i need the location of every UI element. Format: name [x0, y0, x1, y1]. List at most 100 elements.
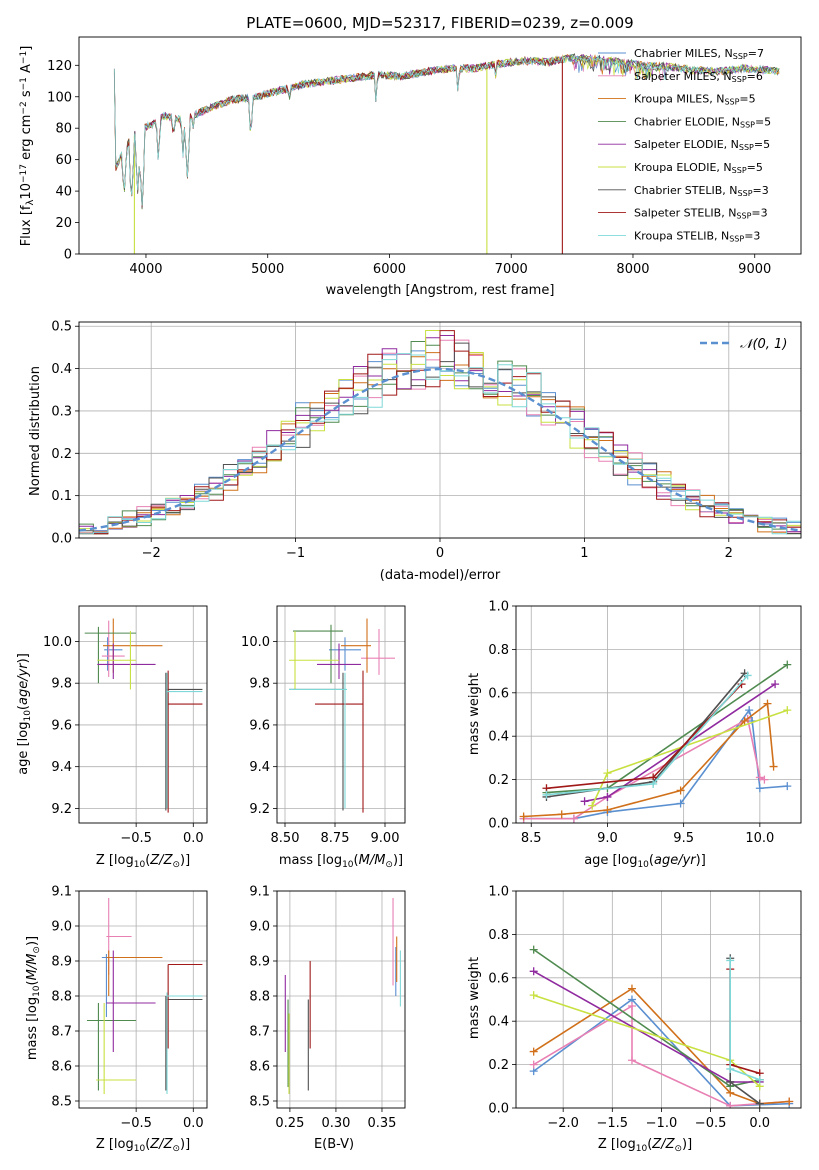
ebv-mass-xlabel: E(B-V)	[314, 1137, 354, 1152]
mass-age-ytick-label: 9.8	[249, 677, 270, 692]
mass-age-ytick-label: 9.4	[249, 760, 270, 775]
z-weight-xtick-label: 0.0	[749, 1116, 770, 1131]
z-weight-series-kroupa-miles-point	[529, 1047, 538, 1056]
age-weight-ytick-label: 0.2	[488, 773, 509, 788]
spectrum-ytick-label: 40	[55, 185, 72, 200]
legend-normal-label: 𝒩(0, 1)	[740, 337, 787, 352]
spectrum-xtick-label: 4000	[129, 262, 162, 277]
ebv-mass-ytick-label: 8.8	[249, 990, 270, 1005]
histogram-xtick-label: 1	[580, 546, 588, 561]
z-age-ytick-label: 9.4	[51, 760, 72, 775]
z-weight-ytick-label: 0.6	[488, 971, 509, 986]
z-weight-series-kroupa-miles-point	[627, 984, 636, 993]
z-weight-frame	[515, 890, 802, 1109]
age-weight-series-salpeter-miles-point	[760, 775, 769, 784]
mass-age-xtick-label: 9.00	[371, 831, 400, 846]
legend-label-salpeter-stelib: Salpeter STELIB, NSSP=3	[634, 207, 768, 221]
spectrum-xtick-label: 8000	[616, 262, 649, 277]
z-age-ytick-label: 10.0	[43, 635, 72, 650]
ebv-mass-xtick-label: 0.30	[321, 1116, 350, 1131]
spectrum-series-chabrier-stelib	[113, 52, 780, 209]
z-age-ytick-label: 9.2	[51, 802, 72, 817]
z-weight-series-kroupa-elodie-point	[529, 991, 538, 1000]
z-weight-series-kroupa-elodie	[533, 994, 761, 1087]
mass-age-frame	[276, 605, 406, 824]
z-weight-series-chabrier-stelib-point	[755, 1099, 764, 1108]
age-weight-series-kroupa-stelib-point	[542, 790, 551, 799]
histogram-legend: 𝒩(0, 1)	[700, 337, 787, 352]
z-weight-marks	[529, 945, 794, 1108]
legend-label-kroupa-miles: Kroupa MILES, NSSP=5	[634, 93, 756, 107]
age-weight-series-salpeter-elodie-point	[603, 792, 612, 801]
spectrum-frame	[78, 36, 802, 255]
z-mass-xtick-label: −0.5	[120, 1116, 152, 1131]
normal-curve	[78, 367, 802, 532]
histogram-step-salpeter-stelib	[79, 330, 801, 538]
z-age-ylabel: age [log10(age/yr)]	[16, 653, 33, 775]
age-weight-series-kroupa-miles-point	[519, 812, 528, 821]
mass-age-panel: 8.50 8.75 9.00 9.2 9.4 9.6 9.8 10.0	[241, 605, 406, 846]
z-weight-xlabel: Z [log10(Z/Z⊙)]	[598, 1137, 692, 1154]
z-mass-ytick-label: 8.5	[51, 1095, 72, 1110]
z-mass-ylabel: mass [log10(M/M⊙)]	[25, 936, 42, 1060]
spectrum-legend: Chabrier MILES, NSSP=7 Salpeter MILES, NS…	[598, 47, 771, 244]
mass-age-xtick-label: 8.50	[271, 831, 300, 846]
ebv-mass-ytick-label: 8.6	[249, 1060, 270, 1075]
mass-age-ytick-label: 10.0	[241, 635, 270, 650]
age-weight-series-chabrier-miles-point	[745, 706, 754, 715]
spectrum-xlabel: wavelength [Angstrom, rest frame]	[326, 283, 555, 298]
z-weight-series-salpeter-miles-point	[627, 1002, 636, 1011]
mass-age-ytick-label: 9.6	[249, 718, 270, 733]
age-weight-series-kroupa-elodie-point	[783, 706, 792, 715]
z-weight-series-salpeter-miles-point	[726, 1101, 735, 1108]
z-weight-series-chabrier-elodie-point	[529, 945, 538, 954]
z-weight-ytick-label: 0.0	[488, 1102, 509, 1117]
histogram-xtick-label: −1	[286, 546, 305, 561]
z-age-marks	[84, 618, 203, 813]
age-weight-series-salpeter-miles	[523, 717, 765, 820]
z-weight-series-salpeter-miles-point	[627, 1056, 636, 1065]
z-age-xtick-label: 0.0	[183, 831, 204, 846]
age-weight-series-chabrier-miles-point	[676, 799, 685, 808]
age-weight-series-salpeter-elodie-point	[580, 797, 589, 806]
age-weight-xtick-label: 9.0	[597, 831, 618, 846]
z-mass-ytick-label: 9.1	[51, 885, 72, 900]
z-mass-ytick-label: 8.7	[51, 1025, 72, 1040]
age-weight-series-kroupa-miles-point	[740, 717, 749, 726]
z-weight-xtick-label: −0.5	[695, 1116, 727, 1131]
ebv-mass-xtick-label: 0.25	[275, 1116, 304, 1131]
z-weight-series-salpeter-elodie	[533, 970, 760, 1083]
z-weight-series-kroupa-stelib-point	[755, 1075, 764, 1084]
age-weight-series-chabrier-miles-point	[783, 782, 792, 791]
spectrum-xtick-label: 5000	[251, 262, 284, 277]
z-mass-ytick-label: 8.6	[51, 1060, 72, 1075]
z-age-frame	[78, 605, 208, 824]
z-weight-xtick-label: −1.5	[597, 1116, 629, 1131]
ebv-mass-ytick-label: 9.1	[249, 885, 270, 900]
age-weight-series-kroupa-elodie-point	[588, 801, 597, 810]
legend-label-kroupa-elodie: Kroupa ELODIE, NSSP=5	[634, 161, 763, 175]
legend-label-chabrier-miles: Chabrier MILES, NSSP=7	[634, 47, 764, 61]
residual-histogram-panel: −2 −1 0 1 2 0.0 0.1 0.2 0.3 0.4 0.5 (data-model)/e…	[28, 320, 802, 583]
z-mass-frame	[78, 890, 208, 1109]
z-age-ytick-label: 9.8	[51, 677, 72, 692]
ebv-mass-frame	[276, 890, 406, 1109]
legend-label-salpeter-miles: Salpeter MILES, NSSP=6	[634, 70, 763, 84]
z-mass-ytick-label: 8.9	[51, 955, 72, 970]
spectrum-xtick-label: 7000	[495, 262, 528, 277]
age-weight-series-salpeter-miles-point	[569, 814, 578, 823]
age-weight-xtick-label: 8.5	[521, 831, 542, 846]
age-weight-ytick-label: 0.4	[488, 730, 509, 745]
ebv-mass-ytick-label: 8.7	[249, 1025, 270, 1040]
age-weight-series-chabrier-elodie-point	[783, 660, 792, 669]
age-weight-series-chabrier-miles-point	[755, 784, 764, 793]
age-weight-ytick-label: 0.0	[488, 817, 509, 832]
histogram-ytick-label: 0.1	[51, 489, 72, 504]
histogram-xtick-label: −2	[142, 546, 161, 561]
z-mass-ytick-label: 8.8	[51, 990, 72, 1005]
z-mass-xlabel: Z [log10(Z/Z⊙)]	[96, 1137, 190, 1154]
mass-age-marks	[289, 618, 395, 813]
age-weight-xtick-label: 9.5	[673, 831, 694, 846]
z-weight-series-chabrier-elodie	[533, 948, 760, 1088]
legend-label-chabrier-elodie: Chabrier ELODIE, NSSP=5	[634, 115, 771, 129]
